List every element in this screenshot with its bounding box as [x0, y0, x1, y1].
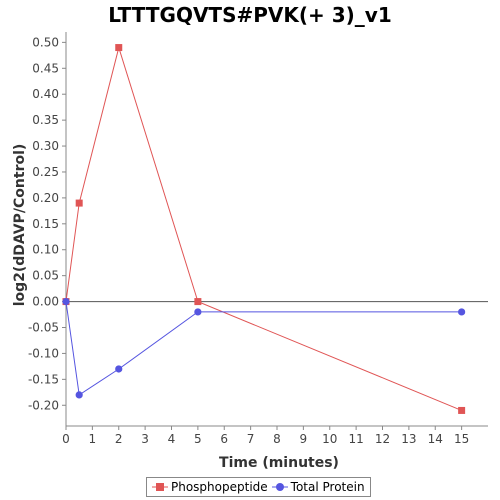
chart-legend: Phosphopeptide Total Protein: [146, 477, 371, 497]
y-tick-label: 0.00: [32, 295, 59, 309]
series-line-phosphopeptide: [65, 45, 462, 411]
x-tick-label: 6: [220, 432, 228, 446]
y-tick-label: -0.05: [28, 321, 59, 335]
x-tick-label: 14: [428, 432, 443, 446]
x-tick-label: 7: [247, 432, 255, 446]
data-point-phosphopeptide: [194, 298, 202, 306]
x-tick-label: 9: [300, 432, 308, 446]
y-tick-label: 0.45: [32, 61, 59, 75]
legend-swatch-square-icon: [152, 483, 168, 491]
y-tick-label: 0.25: [32, 165, 59, 179]
x-tick-label: 10: [322, 432, 337, 446]
data-point-total-protein: [62, 297, 70, 306]
x-tick-label: 2: [115, 432, 123, 446]
series-line-total-protein: [65, 301, 462, 396]
x-tick-label: 0: [62, 432, 70, 446]
y-tick-label: 0.40: [32, 87, 59, 101]
x-tick-label: 11: [348, 432, 363, 446]
y-tick-label: 0.15: [32, 217, 59, 231]
axis-ticks: -0.20 -0.15 -0.10 -0.05 0.00 0.05 0.10 0.15 0.20…: [28, 35, 469, 446]
series-layer: [62, 44, 466, 414]
y-tick-label: 0.05: [32, 269, 59, 283]
legend-item-total-protein: Total Protein: [271, 480, 365, 494]
y-tick-label: 0.20: [32, 191, 59, 205]
x-tick-label: 5: [194, 432, 202, 446]
x-tick-label: 1: [89, 432, 97, 446]
x-tick-label: 8: [273, 432, 281, 446]
y-tick-label: -0.20: [28, 398, 59, 412]
x-tick-label: 4: [168, 432, 176, 446]
y-axis-label: log2(dDAVP/Control): [12, 144, 28, 307]
data-point-total-protein: [115, 365, 123, 373]
legend-item-phosphopeptide: Phosphopeptide: [152, 480, 268, 494]
x-tick-label: 15: [454, 432, 469, 446]
x-tick-label: 12: [375, 432, 390, 446]
chart-title: LTTTGQVTS#PVK(+ 3)_v1: [108, 3, 392, 27]
y-tick-label: 0.50: [32, 35, 59, 49]
legend-label: Phosphopeptide: [171, 480, 268, 494]
y-tick-label: -0.15: [28, 372, 59, 386]
x-axis-label: Time (minutes): [219, 455, 339, 471]
data-point-phosphopeptide: [75, 199, 83, 207]
legend-swatch-circle-icon: [271, 483, 288, 491]
data-point-phosphopeptide: [458, 406, 466, 414]
plot-frame: [65, 32, 488, 427]
legend-label: Total Protein: [290, 480, 365, 494]
y-tick-label: 0.10: [32, 243, 59, 257]
data-point-total-protein: [458, 308, 466, 316]
x-tick-label: 3: [141, 432, 149, 446]
data-point-total-protein: [75, 391, 83, 399]
data-point-total-protein: [194, 308, 202, 316]
y-tick-label: 0.35: [32, 113, 59, 127]
y-tick-label: -0.10: [28, 346, 59, 360]
data-point-phosphopeptide: [115, 44, 123, 52]
y-tick-label: 0.30: [32, 139, 59, 153]
x-tick-label: 13: [401, 432, 416, 446]
